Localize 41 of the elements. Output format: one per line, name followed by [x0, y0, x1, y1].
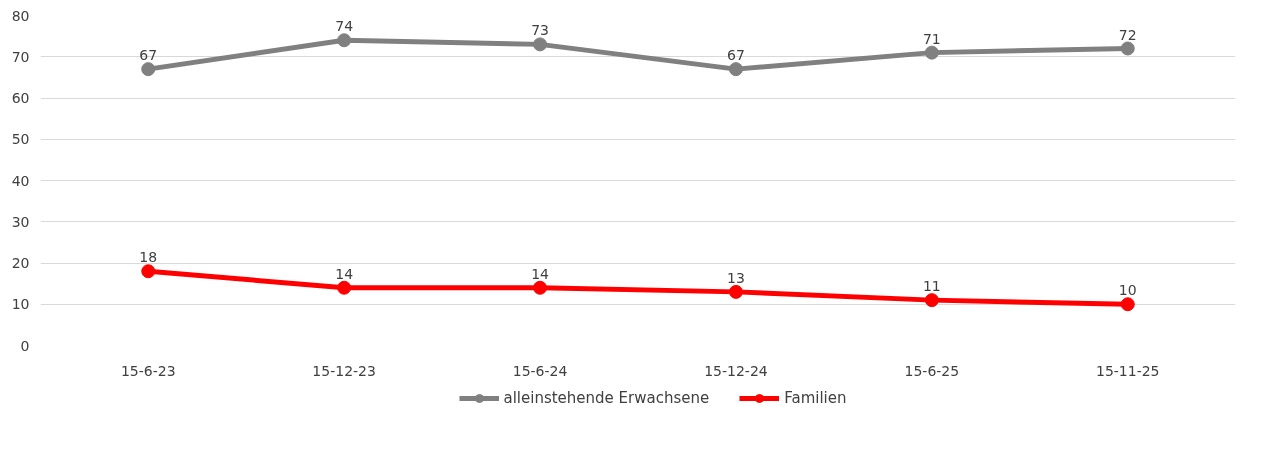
point — [728, 62, 743, 77]
data-label: 14 — [531, 265, 550, 282]
point — [141, 62, 156, 77]
y-tick-label: 20 — [11, 255, 30, 271]
x-tick-label: 15-12-24 — [704, 362, 768, 379]
data-label: 10 — [1118, 282, 1137, 299]
data-label: 72 — [1118, 26, 1137, 43]
point — [728, 284, 743, 299]
point — [533, 37, 548, 52]
data-label: 71 — [922, 30, 941, 47]
y-tick-label: 50 — [11, 131, 30, 148]
point — [337, 280, 352, 295]
point — [533, 280, 548, 295]
data-label: 74 — [335, 18, 354, 35]
point — [924, 45, 939, 60]
legend-label: Familien — [784, 389, 847, 407]
data-label: 11 — [922, 278, 941, 295]
data-label: 18 — [139, 249, 158, 266]
y-tick-label: 60 — [11, 90, 30, 106]
y-tick-label: 30 — [11, 213, 30, 230]
y-tick-label: 80 — [11, 7, 30, 24]
x-tick-label: 15-6-25 — [904, 362, 960, 379]
x-tick-label: 15-11-25 — [1095, 362, 1160, 379]
point — [1120, 297, 1135, 312]
point — [141, 264, 156, 279]
y-tick-label: 10 — [11, 296, 30, 313]
y-tick-label: 70 — [11, 48, 30, 65]
x-tick-label: 15-6-24 — [512, 362, 568, 379]
point — [924, 293, 939, 308]
x-tick-label: 15-12-23 — [312, 362, 376, 379]
data-label: 67 — [139, 47, 158, 64]
data-label: 13 — [727, 269, 745, 286]
point — [1120, 41, 1135, 56]
y-tick-label: 40 — [11, 172, 30, 189]
y-tick-label: 0 — [20, 337, 30, 354]
x-tick-label: 15-6-23 — [120, 362, 176, 379]
point — [337, 33, 352, 48]
data-label: 73 — [531, 22, 549, 39]
legend-label: alleinstehende Erwachsene — [503, 389, 710, 407]
data-label: 67 — [727, 47, 745, 64]
data-label: 14 — [335, 265, 354, 282]
